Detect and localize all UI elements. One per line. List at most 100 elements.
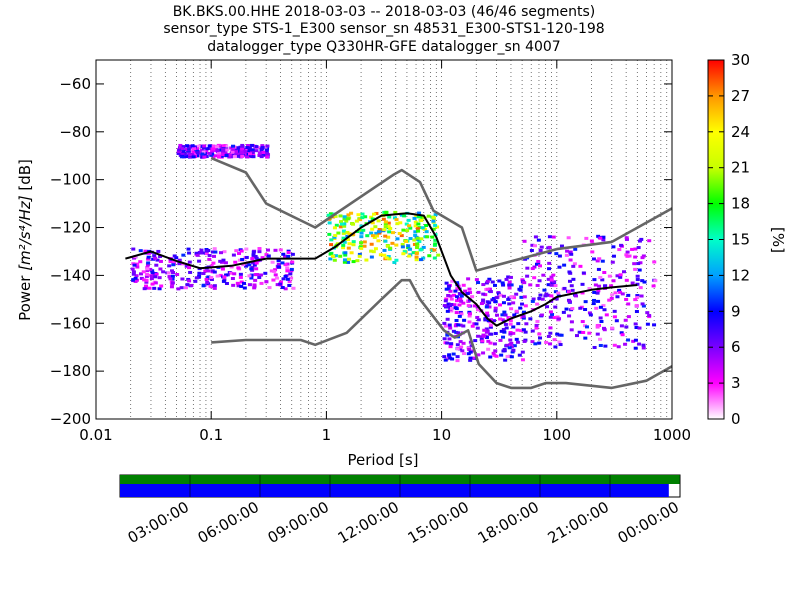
density-cell [601, 326, 606, 330]
density-cell [357, 228, 362, 232]
density-cell [222, 275, 227, 279]
density-cell [509, 355, 514, 359]
density-cell [491, 351, 496, 355]
density-cell [450, 357, 455, 361]
density-cell [207, 257, 212, 261]
x-axis-label: Period [s] [347, 451, 418, 469]
density-cell [361, 228, 366, 232]
density-cell [472, 322, 477, 326]
density-cell [398, 221, 403, 225]
density-cell [449, 342, 454, 346]
density-cell [641, 304, 646, 308]
density-cell [619, 243, 624, 247]
density-cell [212, 286, 217, 290]
density-cell [533, 235, 538, 239]
density-cell [139, 276, 144, 280]
density-cell [455, 359, 460, 363]
density-cell [512, 313, 517, 317]
density-cell [538, 293, 543, 297]
density-cell [238, 275, 243, 279]
density-cell [369, 215, 374, 219]
density-cell [260, 146, 265, 150]
density-cell [515, 328, 520, 332]
density-cell [333, 214, 338, 218]
density-cell [242, 281, 247, 285]
density-cell [187, 260, 192, 264]
density-cell [148, 267, 153, 271]
density-cell [400, 245, 405, 249]
density-cell [574, 334, 579, 338]
density-cell [211, 155, 216, 159]
density-cell [553, 290, 558, 294]
density-cell [404, 240, 409, 244]
density-cell [251, 261, 256, 265]
timeline-tick-label: 21:00:00 [545, 498, 612, 547]
colorbar-tick-label: 0 [731, 410, 741, 428]
density-cell [536, 262, 541, 266]
density-cell [251, 255, 256, 259]
title-line1: BK.BKS.00.HHE 2018-03-03 -- 2018-03-03 (… [173, 4, 596, 20]
density-cell [626, 315, 631, 319]
density-cell [459, 345, 464, 349]
density-cell [402, 214, 407, 218]
density-cell [289, 276, 294, 280]
density-cell [142, 278, 147, 282]
density-cell [201, 272, 206, 276]
density-cell [490, 298, 495, 302]
density-cell [144, 278, 149, 282]
density-cell [144, 284, 149, 288]
density-cell [595, 332, 600, 336]
density-cell [573, 294, 578, 298]
density-cell [187, 251, 192, 255]
density-cell [387, 257, 392, 261]
title-line3: datalogger_type Q330HR-GFE datalogger_sn… [207, 39, 560, 55]
density-cell [597, 284, 602, 288]
density-cell [329, 243, 334, 247]
density-cell [564, 253, 569, 257]
timeline-tick-label: 03:00:00 [125, 498, 192, 547]
density-cell [392, 216, 397, 220]
density-cell [460, 349, 465, 353]
density-cell [472, 304, 477, 308]
density-cell [620, 333, 625, 337]
density-cell [567, 270, 572, 274]
density-cell [230, 153, 235, 157]
density-cell [468, 358, 473, 362]
psd-plot: 0.01 0.1 1 10 100 1000 −60 −80 −100 −120 −140 −160… [50, 59, 691, 444]
density-cell [539, 245, 544, 249]
density-cell [519, 329, 524, 333]
density-cell [338, 214, 343, 218]
density-cell [611, 279, 616, 283]
density-cell [641, 254, 646, 258]
density-cell [468, 350, 473, 354]
density-cell [414, 255, 419, 259]
density-cell [230, 150, 235, 154]
density-cell [476, 281, 481, 285]
density-cell [636, 262, 641, 266]
colorbar-tick-label: 21 [731, 159, 750, 177]
density-cell [203, 269, 208, 273]
density-cell [197, 259, 202, 263]
x-tick-label: 1 [322, 426, 332, 444]
density-cell [359, 231, 364, 235]
density-cell [283, 287, 288, 291]
density-cell [264, 253, 269, 257]
density-cell [192, 145, 197, 149]
density-cell [568, 250, 573, 254]
density-cell [199, 248, 204, 252]
density-cell [558, 343, 563, 347]
density-cell [504, 343, 509, 347]
density-cell [259, 155, 264, 159]
density-cell [209, 278, 214, 282]
density-cell [430, 235, 435, 239]
density-cell [555, 332, 560, 336]
density-cell [342, 222, 347, 226]
density-cell [537, 279, 542, 283]
density-cell [523, 304, 528, 308]
density-cell [525, 274, 530, 278]
density-cell [265, 152, 270, 156]
density-cell [195, 253, 200, 257]
density-cell [231, 144, 236, 148]
density-cell [553, 345, 558, 349]
density-cell [577, 330, 582, 334]
